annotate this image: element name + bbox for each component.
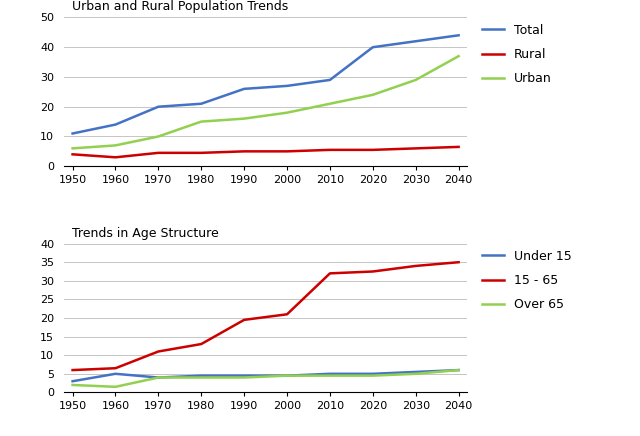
Urban — [111, 143, 119, 148]
Over 65 — [284, 373, 291, 378]
Under 15 — [197, 373, 205, 378]
Rural — [240, 149, 248, 154]
Rural — [369, 147, 377, 153]
Total — [369, 44, 377, 50]
Urban — [455, 54, 463, 59]
Total — [111, 122, 119, 127]
Total — [240, 86, 248, 92]
Text: Trends in Age Structure: Trends in Age Structure — [72, 227, 219, 240]
Rural — [154, 150, 162, 156]
Total — [455, 33, 463, 38]
Rural — [111, 155, 119, 160]
Total — [154, 104, 162, 109]
Line: Under 15: Under 15 — [72, 370, 459, 381]
Text: Urban and Rural Population Trends: Urban and Rural Population Trends — [72, 0, 288, 14]
Under 15 — [326, 371, 334, 376]
Legend: Under 15, 15 - 65, Over 65: Under 15, 15 - 65, Over 65 — [481, 250, 572, 311]
Urban — [412, 77, 420, 82]
Under 15 — [68, 378, 76, 384]
Rural — [197, 150, 205, 156]
Rural — [68, 152, 76, 157]
Under 15 — [455, 368, 463, 373]
Urban — [68, 146, 76, 151]
Line: Rural: Rural — [72, 147, 459, 157]
Total — [284, 83, 291, 89]
Over 65 — [326, 373, 334, 378]
Total — [326, 77, 334, 82]
15 - 65 — [284, 312, 291, 317]
Urban — [284, 110, 291, 115]
15 - 65 — [455, 259, 463, 265]
Rural — [412, 146, 420, 151]
Total — [412, 39, 420, 44]
Over 65 — [154, 375, 162, 380]
Line: Over 65: Over 65 — [72, 370, 459, 387]
Line: 15 - 65: 15 - 65 — [72, 262, 459, 370]
Over 65 — [412, 371, 420, 376]
Under 15 — [284, 373, 291, 378]
Line: Urban: Urban — [72, 56, 459, 148]
Over 65 — [68, 382, 76, 388]
Rural — [284, 149, 291, 154]
Urban — [197, 119, 205, 124]
Legend: Total, Rural, Urban: Total, Rural, Urban — [481, 24, 552, 85]
Under 15 — [240, 373, 248, 378]
Rural — [455, 144, 463, 150]
Under 15 — [412, 369, 420, 375]
15 - 65 — [111, 366, 119, 371]
15 - 65 — [154, 349, 162, 354]
15 - 65 — [240, 317, 248, 323]
Over 65 — [111, 384, 119, 389]
Over 65 — [455, 368, 463, 373]
15 - 65 — [369, 269, 377, 274]
Over 65 — [369, 373, 377, 378]
Over 65 — [197, 375, 205, 380]
Urban — [240, 116, 248, 121]
Under 15 — [111, 371, 119, 376]
Urban — [326, 101, 334, 106]
15 - 65 — [197, 341, 205, 347]
15 - 65 — [68, 368, 76, 373]
Total — [197, 101, 205, 106]
Total — [68, 131, 76, 136]
Under 15 — [369, 371, 377, 376]
Rural — [326, 147, 334, 153]
Urban — [369, 92, 377, 97]
Over 65 — [240, 375, 248, 380]
Line: Total: Total — [72, 35, 459, 133]
15 - 65 — [412, 263, 420, 269]
Urban — [154, 134, 162, 139]
15 - 65 — [326, 271, 334, 276]
Under 15 — [154, 375, 162, 380]
